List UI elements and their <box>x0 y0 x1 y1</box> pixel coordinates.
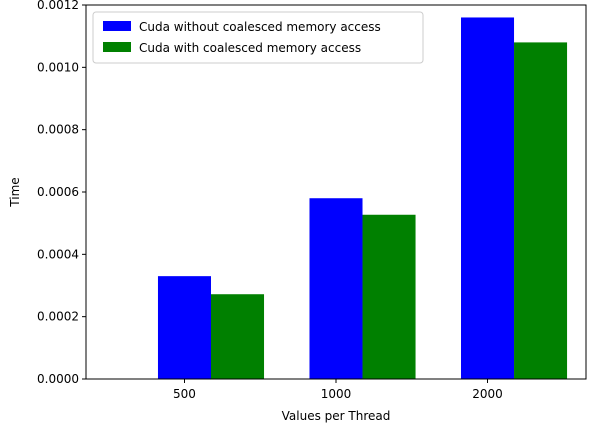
x-tick-label: 2000 <box>472 387 503 401</box>
legend-swatch-series-1 <box>103 42 131 52</box>
legend-box <box>92 11 424 64</box>
bar-series-0-cat-1000 <box>309 198 363 379</box>
y-tick-label: 0.0002 <box>37 310 79 324</box>
y-tick-label: 0.0012 <box>37 0 79 12</box>
legend-label-series-0: Cuda without coalesced memory access <box>139 20 381 34</box>
y-tick-label: 0.0008 <box>37 123 79 137</box>
x-axis: 500 1000 2000 <box>173 379 503 401</box>
bar-series-1-cat-1000 <box>362 214 416 379</box>
x-tick-label: 1000 <box>321 387 352 401</box>
y-tick-label: 0.0004 <box>37 247 79 261</box>
y-tick-label: 0.0010 <box>37 60 79 74</box>
y-axis-label: Time <box>8 177 22 207</box>
bar-series-0-cat-2000 <box>461 17 515 379</box>
x-tick-label: 500 <box>173 387 196 401</box>
y-axis: 0.0000 0.0002 0.0004 0.0006 0.0008 0.0010 0.00… <box>37 0 86 386</box>
y-tick-label: 0.0000 <box>37 372 79 386</box>
x-axis-label: Values per Thread <box>282 409 391 423</box>
y-tick-label: 0.0006 <box>37 185 79 199</box>
legend-label-series-1: Cuda with coalesced memory access <box>139 41 361 55</box>
bar-series-1-cat-2000 <box>514 42 568 380</box>
bars-group <box>157 17 568 380</box>
legend: Cuda without coalesced memory access Cud… <box>92 11 424 64</box>
bar-series-0-cat-500 <box>157 276 211 379</box>
legend-swatch-series-0 <box>103 21 131 31</box>
bar-series-1-cat-500 <box>211 294 265 379</box>
